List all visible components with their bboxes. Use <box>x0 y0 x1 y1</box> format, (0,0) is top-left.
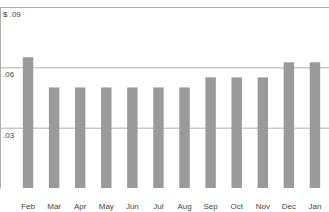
bars <box>23 57 320 188</box>
x-tick-label: Jul <box>153 202 163 211</box>
bar <box>127 87 137 188</box>
x-tick: Nov <box>256 188 270 211</box>
y-tick: $ .09 <box>0 8 329 20</box>
grid-line <box>0 7 329 8</box>
x-tick-label: Nov <box>256 202 270 211</box>
bar <box>231 77 241 188</box>
x-tick-label: Jan <box>309 202 322 211</box>
bar <box>49 87 59 188</box>
x-tick: Jan <box>309 188 322 211</box>
x-tick: Apr <box>74 188 87 211</box>
y-axis-line <box>0 8 1 189</box>
y-axis: .03 .06 $ .09 <box>0 8 329 189</box>
x-tick-label: Oct <box>230 202 243 211</box>
x-tick-label: Dec <box>282 202 296 211</box>
x-axis: Feb Mar Apr May Jun Jul Aug Sep Oct Nov Dec Jan <box>21 188 321 211</box>
bar <box>23 57 33 188</box>
bar <box>75 87 85 188</box>
x-tick: Mar <box>47 188 61 211</box>
x-tick-label: Feb <box>21 202 35 211</box>
bar <box>101 87 111 188</box>
y-tick-label: .06 <box>3 70 15 79</box>
x-tick: Dec <box>282 188 296 211</box>
bar <box>310 62 320 188</box>
x-tick: May <box>99 188 114 211</box>
x-tick: Feb <box>21 188 35 211</box>
x-tick: Jun <box>126 188 139 211</box>
y-tick-label: $ .09 <box>3 10 21 19</box>
x-tick-label: Sep <box>204 202 219 211</box>
x-tick-label: Mar <box>47 202 61 211</box>
x-tick-label: Aug <box>177 202 191 211</box>
bar <box>258 77 268 188</box>
bar <box>179 87 189 188</box>
bar <box>205 77 215 188</box>
y-tick: .06 <box>0 68 329 80</box>
y-tick-label: .03 <box>3 131 15 140</box>
chart: .03 .06 $ .09 Feb Mar Apr May Jun Jul Aug Sep Oct No… <box>0 0 329 212</box>
grid-line <box>0 67 329 68</box>
x-tick: Oct <box>230 188 243 211</box>
bar <box>153 87 163 188</box>
bar <box>284 62 294 188</box>
x-tick: Aug <box>177 188 191 211</box>
x-tick-label: Jun <box>126 202 139 211</box>
x-tick-label: Apr <box>74 202 87 211</box>
x-tick: Sep <box>204 188 219 211</box>
x-tick: Jul <box>153 188 163 211</box>
x-tick-label: May <box>99 202 114 211</box>
